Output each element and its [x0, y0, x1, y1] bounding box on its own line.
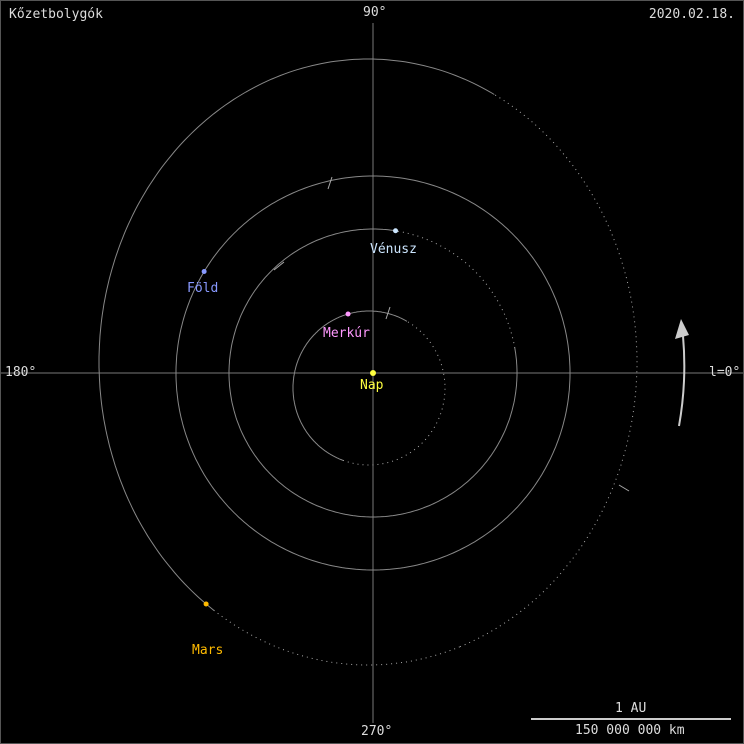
sun-label: Nap	[360, 378, 384, 393]
mars-orbit-future-path	[213, 609, 461, 666]
diagram-title: Kőzetbolygók	[9, 7, 103, 22]
angle-180-label: 180°	[5, 365, 37, 380]
direction-arrow-icon	[675, 319, 689, 427]
mars-orbit-future-path	[459, 94, 638, 648]
mercury-marker	[345, 311, 351, 317]
orbit-tick-mark	[273, 261, 285, 271]
angle-90-label: 90°	[363, 5, 387, 20]
angle-0-label: l=0°	[709, 365, 741, 380]
date-label: 2020.02.18.	[648, 7, 735, 22]
orbit-tick-mark	[385, 306, 391, 320]
mars-orbit-path	[98, 58, 495, 611]
mars-label: Mars	[192, 643, 224, 658]
angle-270-label: 270°	[361, 724, 393, 739]
scale-au-label: 1 AU	[615, 701, 647, 716]
sun-marker	[370, 370, 376, 376]
mercury-label: Merkúr	[323, 326, 370, 341]
earth-orbit-path	[175, 175, 571, 571]
venus-marker	[393, 228, 399, 234]
scale-km-label: 150 000 000 km	[575, 723, 685, 738]
venus-label: Vénusz	[370, 242, 417, 257]
orbit-tick-mark	[327, 176, 333, 190]
mercury-orbit-path	[292, 310, 408, 461]
earth-marker	[201, 269, 207, 275]
orbit-tick-mark	[618, 484, 630, 492]
earth-label: Föld	[187, 281, 219, 296]
mars-marker	[203, 601, 209, 607]
venus-orbit-path	[228, 228, 518, 518]
mercury-orbit-future-path	[342, 320, 446, 466]
